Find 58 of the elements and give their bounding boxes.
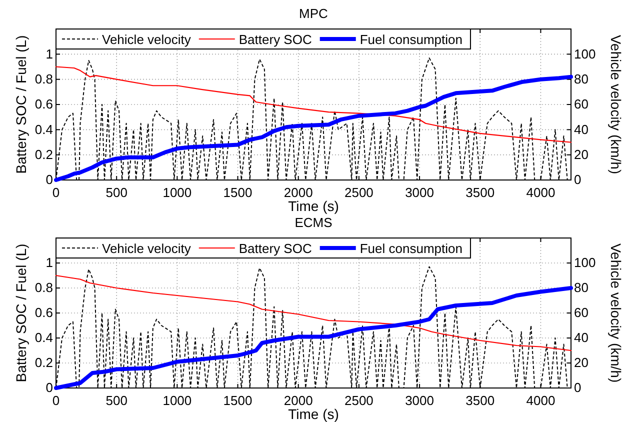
y-tick-label: 0 <box>46 380 53 396</box>
x-axis-title: Time (s) <box>288 198 339 214</box>
x-tick-label: 500 <box>106 393 128 408</box>
y-tick-label: 0.4 <box>34 122 53 137</box>
x-tick-label: 3000 <box>405 393 434 408</box>
legend-label: Battery SOC <box>238 241 312 256</box>
line-series <box>54 74 573 182</box>
y2-tick-label: 80 <box>574 71 588 86</box>
y-tick-label: 0.6 <box>34 96 53 112</box>
y-tick-label: 0 <box>46 172 53 188</box>
y-axis-title: Battery SOC / Fuel (L) <box>13 244 29 382</box>
y2-tick-label: 20 <box>574 146 588 162</box>
y-tick-label: 0.8 <box>34 280 53 296</box>
y2-tick-label: 40 <box>574 330 588 346</box>
legend-label: Battery SOC <box>238 32 312 47</box>
x-tick-label: 1000 <box>162 185 192 200</box>
y2-tick-label: 100 <box>574 255 596 270</box>
x-tick-label: 1500 <box>223 185 252 200</box>
chart-title: ECMS <box>294 215 333 230</box>
y2-tick-label: 40 <box>574 122 588 137</box>
y2-tick-label: 60 <box>574 96 588 112</box>
x-tick-label: 4000 <box>526 393 556 408</box>
y2-tick-label: 60 <box>574 305 588 320</box>
y-tick-label: 1 <box>46 255 53 270</box>
legend-label: Vehicle velocity <box>102 241 192 256</box>
legend-label: Fuel consumption <box>360 241 462 256</box>
x-axis-title: Time (s) <box>288 406 339 422</box>
chart-title: MPC <box>299 6 328 21</box>
y2-tick-label: 0 <box>574 380 582 396</box>
y2-axis-title: Vehicle velocity (km/h) <box>608 34 623 174</box>
y-tick-label: 0.2 <box>34 146 53 162</box>
y2-axis-title: Vehicle velocity (km/h) <box>608 243 623 383</box>
y2-tick-label: 20 <box>574 355 588 370</box>
y2-tick-label: 0 <box>574 172 582 188</box>
legend-label: Fuel consumption <box>360 32 462 47</box>
y-tick-label: 1 <box>46 46 53 62</box>
y2-tick-label: 80 <box>574 280 588 296</box>
x-tick-label: 1000 <box>162 393 192 408</box>
y-axis-title: Battery SOC / Fuel (L) <box>13 35 29 174</box>
x-tick-label: 3500 <box>466 393 495 408</box>
x-tick-label: 4000 <box>526 185 556 200</box>
x-tick-label: 1500 <box>223 393 252 408</box>
x-tick-label: 2500 <box>344 393 374 408</box>
line-series <box>55 274 572 352</box>
x-tick-label: 2000 <box>284 393 313 408</box>
x-tick-label: 500 <box>106 185 128 200</box>
line-series <box>55 66 572 143</box>
y2-tick-label: 100 <box>574 46 596 62</box>
y-tick-label: 0.2 <box>34 355 53 370</box>
x-tick-label: 2500 <box>344 185 374 200</box>
y-tick-label: 0.8 <box>34 71 53 86</box>
y-tick-label: 0.6 <box>34 305 53 320</box>
x-tick-label: 3000 <box>405 185 434 200</box>
x-tick-label: 3500 <box>466 185 495 200</box>
line-series <box>54 286 573 390</box>
x-tick-label: 2000 <box>284 185 313 200</box>
legend-label: Vehicle velocity <box>102 32 192 47</box>
y-tick-label: 0.4 <box>34 330 53 346</box>
